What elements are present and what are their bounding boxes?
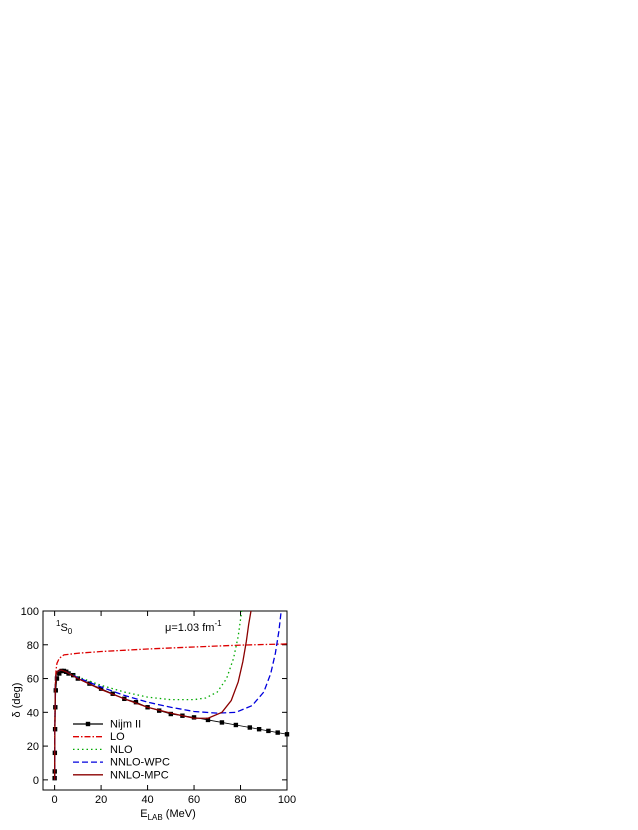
- x-label-rest: (MeV): [163, 808, 196, 820]
- annotation-main: μ=1.03 fm: [165, 622, 214, 634]
- y-tick-label: 40: [27, 707, 39, 719]
- y-tick-label: 20: [27, 741, 39, 753]
- data-point: [59, 668, 64, 674]
- panel-label: 1S0: [56, 619, 73, 636]
- legend-label: NNLO-MPC: [110, 769, 169, 781]
- y-tick-label: 100: [21, 606, 39, 618]
- legend-label: Nijm II: [110, 719, 141, 731]
- data-point: [133, 699, 139, 705]
- y-tick-label: 0: [33, 775, 39, 787]
- x-label-main: E: [140, 808, 147, 820]
- data-point: [57, 671, 62, 676]
- panel-label-sup: 1: [56, 619, 61, 628]
- x-tick-label: 60: [188, 794, 200, 806]
- data-point: [205, 717, 211, 723]
- data-point: [275, 730, 280, 735]
- annotation-sup: -1: [214, 619, 222, 628]
- x-tick-label: 0: [52, 794, 58, 806]
- data-point: [219, 720, 225, 725]
- plot-frame: [42, 610, 288, 791]
- panel-label-main: S: [60, 622, 67, 634]
- series-line: [53, 610, 282, 780]
- series-line: [53, 610, 252, 780]
- data-point: [168, 711, 174, 717]
- data-point: [233, 722, 239, 728]
- x-tick-label: 100: [278, 794, 296, 806]
- x-label: ELAB (MeV): [140, 808, 195, 822]
- x-tick-label: 40: [141, 794, 153, 806]
- legend-label: NNLO-WPC: [110, 757, 170, 769]
- data-point: [54, 676, 60, 681]
- y-label: δ (deg): [11, 683, 23, 718]
- data-point: [247, 725, 253, 730]
- data-point: [98, 686, 104, 691]
- y-tick-label: 80: [27, 640, 39, 652]
- data-point: [256, 727, 262, 732]
- x-label-sub: LAB: [148, 813, 163, 822]
- data-point: [266, 728, 271, 734]
- annotation: μ=1.03 fm-1: [165, 619, 222, 634]
- panel-label-sub: 0: [68, 627, 73, 636]
- series-line: [53, 610, 243, 780]
- x-tick-label: 20: [95, 794, 107, 806]
- x-tick-label: 80: [234, 794, 246, 806]
- data-point: [284, 732, 290, 737]
- legend-label: NLO: [110, 744, 133, 756]
- legend-marker: [85, 721, 91, 727]
- y-tick-label: 60: [27, 674, 39, 686]
- data-point: [191, 715, 197, 720]
- legend-label: LO: [110, 731, 125, 743]
